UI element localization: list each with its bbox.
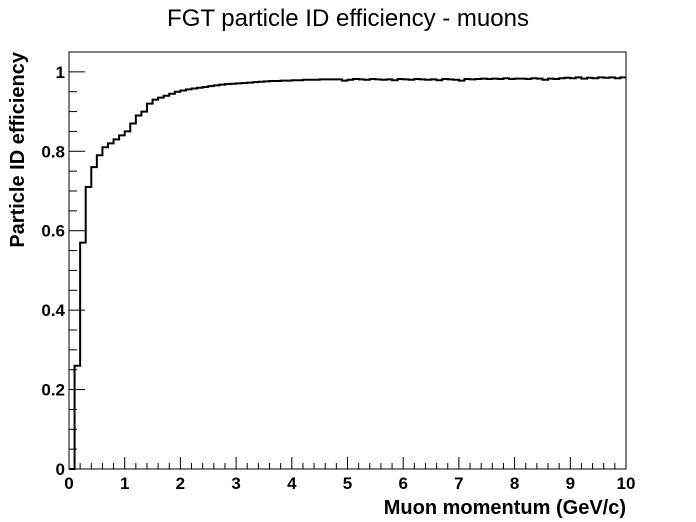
y-tick-label: 0.4 (41, 301, 65, 320)
x-tick-label: 10 (617, 474, 636, 493)
x-tick-label: 1 (120, 474, 129, 493)
x-tick-label: 3 (231, 474, 240, 493)
x-tick-label: 7 (454, 474, 463, 493)
y-axis-label: Particle ID efficiency (7, 51, 29, 248)
x-tick-label: 4 (287, 474, 297, 493)
x-axis-label: Muon momentum (GeV/c) (384, 497, 626, 519)
series-layer (69, 76, 626, 470)
y-axis: 0 0.2 0.4 0.6 0.8 1 (41, 51, 85, 479)
x-tick-label: 5 (343, 474, 352, 493)
y-tick-label: 0 (56, 460, 65, 479)
y-tick-label: 0.8 (41, 142, 65, 161)
chart-title: FGT particle ID efficiency - muons (167, 5, 529, 32)
x-axis: 0 1 2 3 4 5 6 7 8 9 10 (64, 457, 635, 493)
x-tick-label: 8 (510, 474, 519, 493)
x-tick-label: 9 (566, 474, 575, 493)
y-tick-label: 1 (56, 63, 65, 82)
x-tick-label: 2 (176, 474, 185, 493)
y-tick-label: 0.6 (41, 222, 65, 241)
x-tick-label: 0 (64, 474, 73, 493)
x-tick-label: 6 (398, 474, 407, 493)
y-tick-label: 0.2 (41, 381, 65, 400)
efficiency-series-line (69, 76, 626, 470)
